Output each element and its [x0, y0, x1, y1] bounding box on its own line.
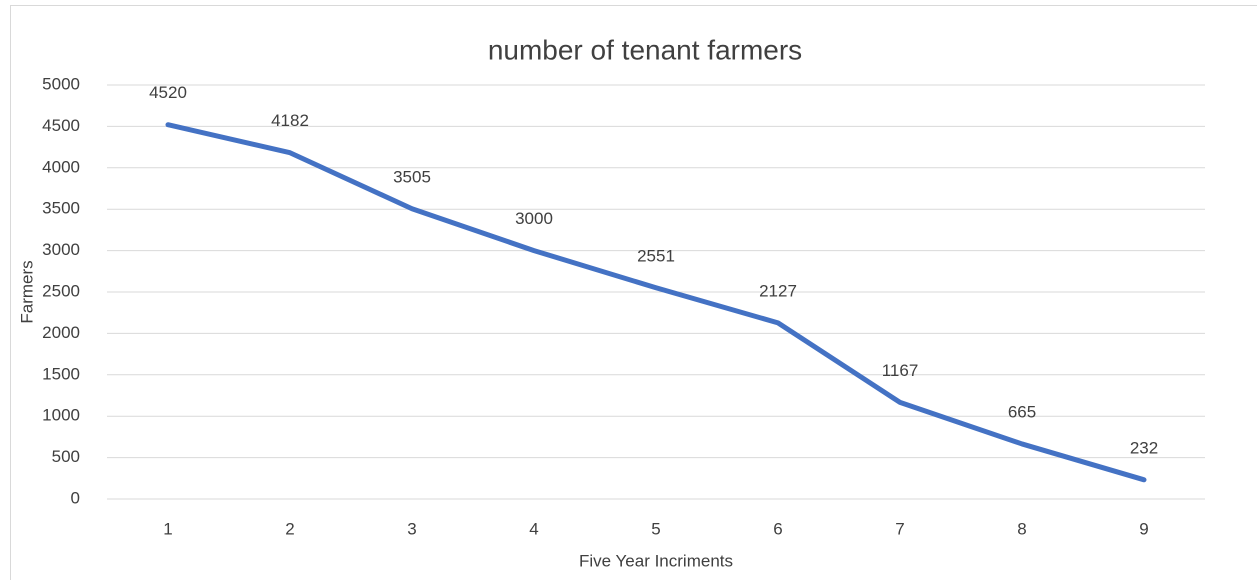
y-tick-label: 1500 — [42, 364, 80, 383]
x-tick-label: 3 — [407, 519, 416, 538]
y-tick-label: 4500 — [42, 116, 80, 135]
x-tick-label: 9 — [1139, 519, 1148, 538]
x-tick-label: 5 — [651, 519, 660, 538]
data-label: 2127 — [759, 281, 797, 300]
x-tick-label: 2 — [285, 519, 294, 538]
y-tick-label: 3000 — [42, 240, 80, 259]
y-tick-label: 5000 — [42, 74, 80, 93]
data-label: 4520 — [149, 83, 187, 102]
x-tick-label: 4 — [529, 519, 538, 538]
data-label: 665 — [1008, 402, 1036, 421]
y-tick-label: 4000 — [42, 157, 80, 176]
y-tick-label: 500 — [52, 447, 80, 466]
y-tick-label: 2500 — [42, 281, 80, 300]
y-axis-label: Farmers — [17, 260, 36, 323]
data-label: 3000 — [515, 209, 553, 228]
y-tick-label: 2000 — [42, 323, 80, 342]
chart-title: number of tenant farmers — [488, 34, 802, 65]
data-label: 232 — [1130, 438, 1158, 457]
y-tick-label: 1000 — [42, 406, 80, 425]
data-label: 1167 — [882, 361, 919, 380]
chart-border — [10, 5, 1257, 580]
y-tick-label: 3500 — [42, 199, 80, 218]
x-tick-label: 8 — [1017, 519, 1026, 538]
x-axis-label: Five Year Incriments — [579, 551, 733, 570]
data-label: 4182 — [271, 111, 309, 130]
x-tick-label: 6 — [773, 519, 782, 538]
data-label: 3505 — [393, 167, 431, 186]
x-tick-label: 7 — [895, 519, 904, 538]
y-tick-label: 0 — [71, 488, 80, 507]
data-label: 2551 — [637, 246, 675, 265]
x-tick-label: 1 — [163, 519, 172, 538]
data-line — [165, 122, 1147, 483]
